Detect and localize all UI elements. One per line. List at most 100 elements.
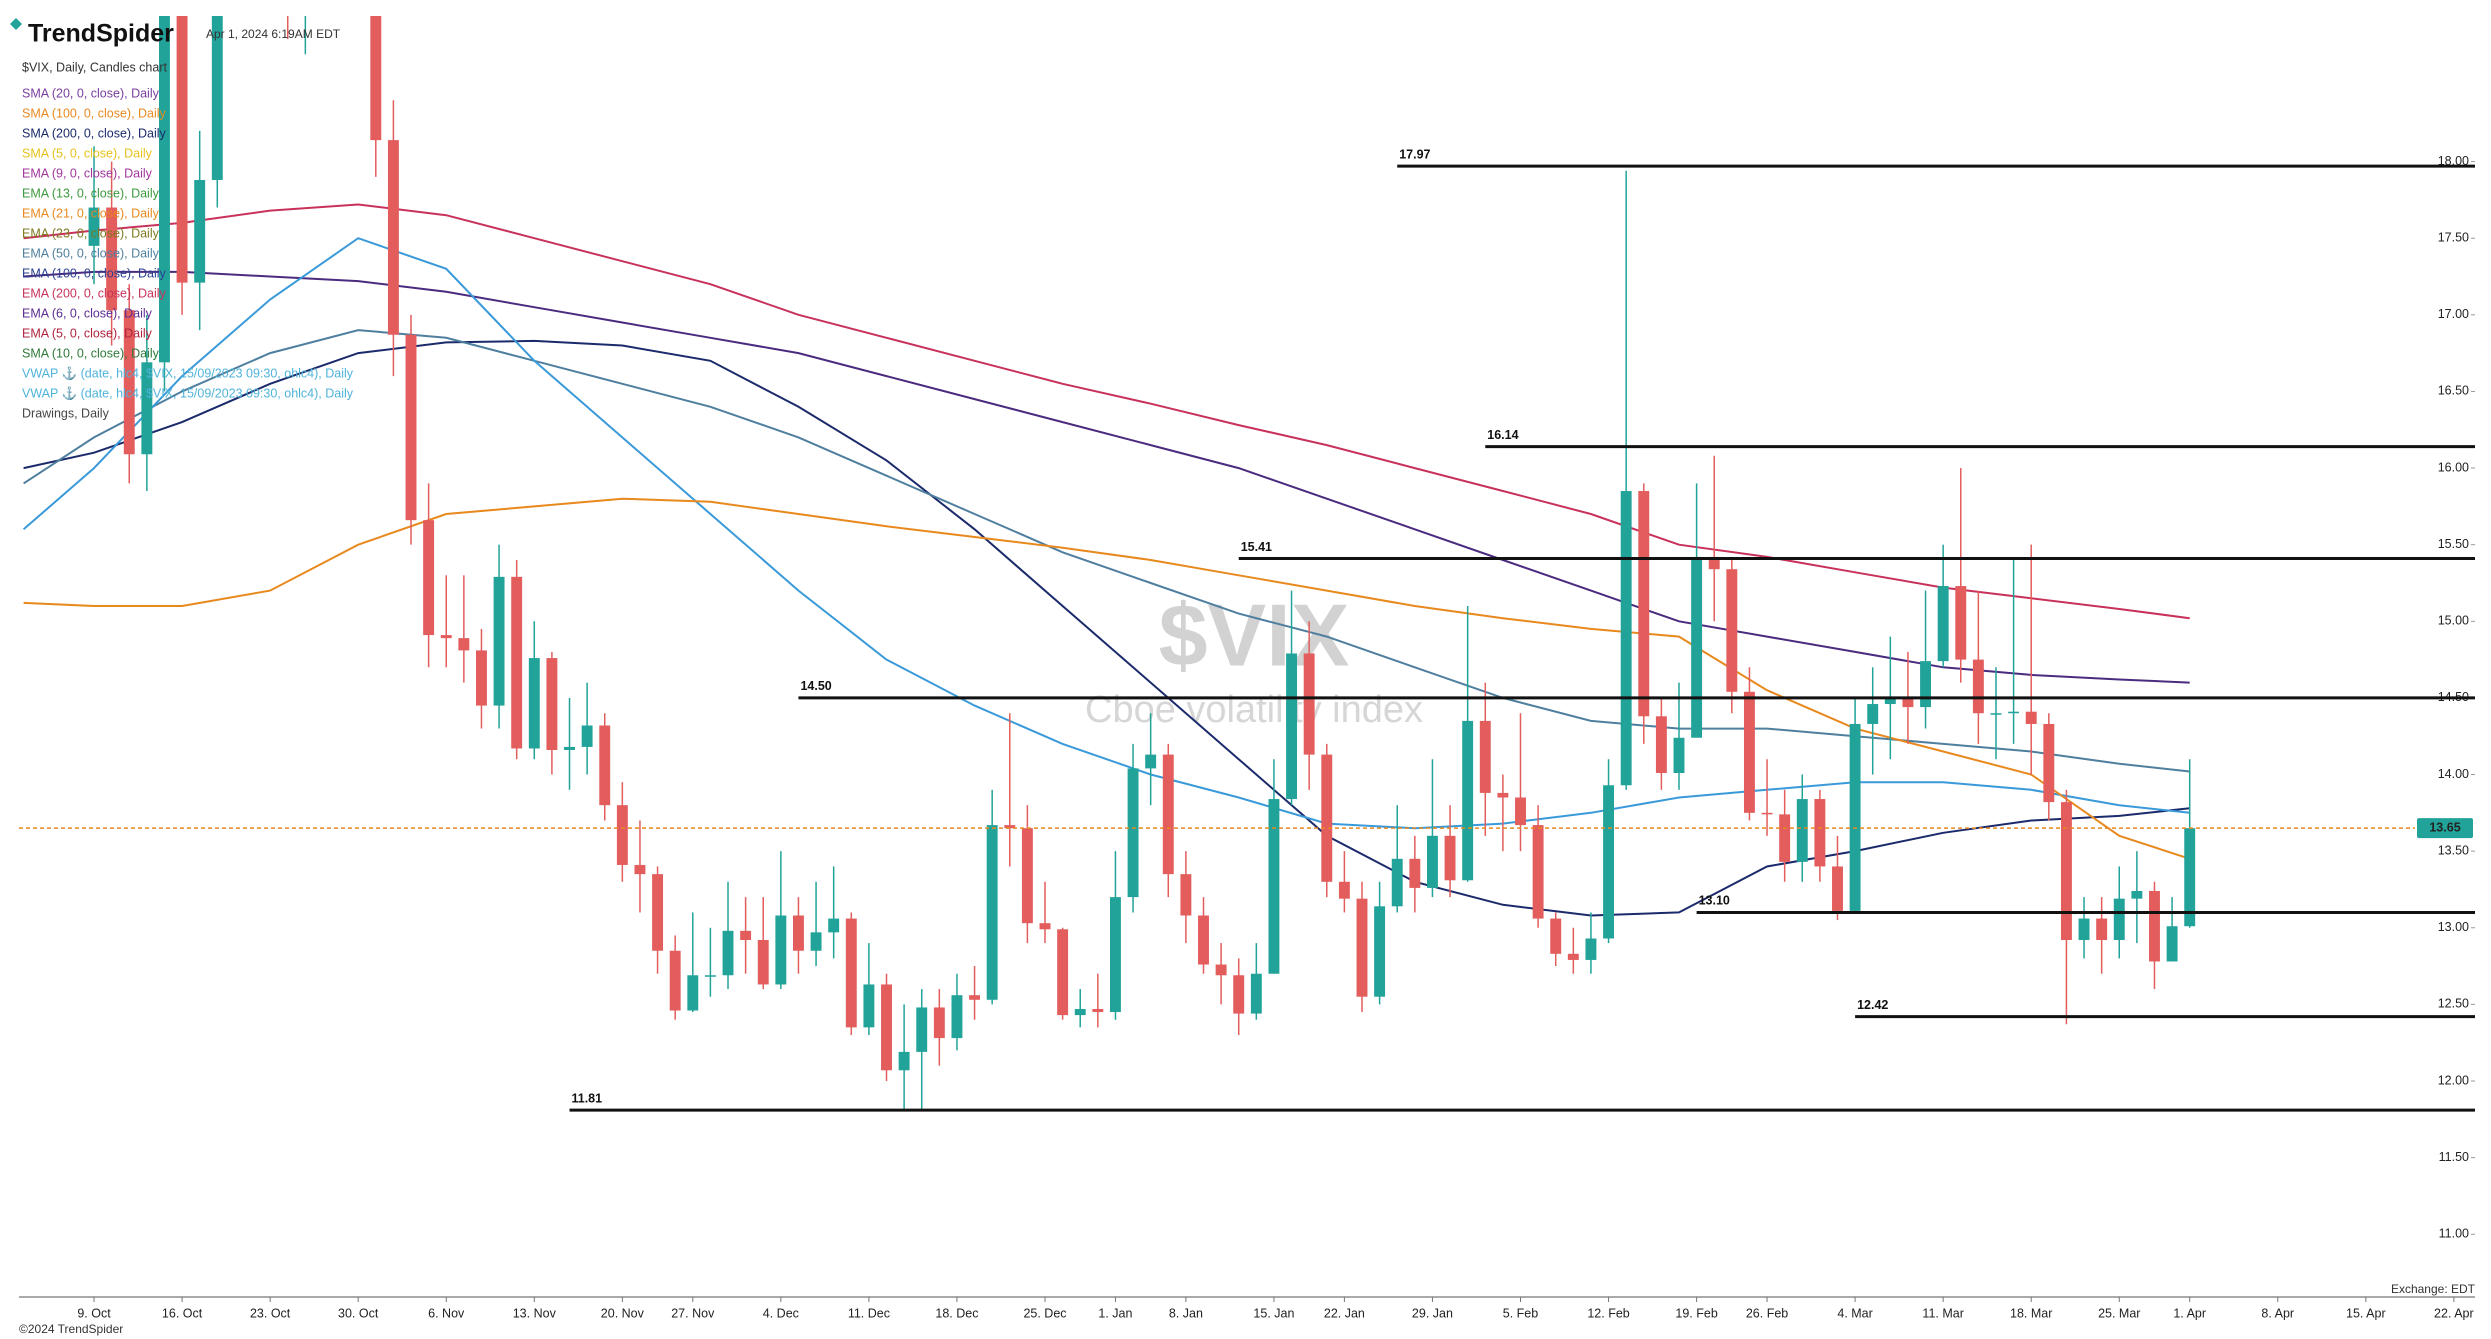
candle-body: [1162, 754, 1174, 875]
candle-body: [1356, 898, 1368, 997]
candle-body: [1391, 858, 1403, 907]
legend-entry: EMA (100, 0, close), Daily: [22, 266, 167, 280]
legend: SMA (20, 0, close), Daily SMA (100, 0, cl…: [22, 86, 354, 420]
candle-body: [423, 520, 435, 636]
y-tick-label: 16.00: [2438, 460, 2469, 474]
candle-body: [1603, 785, 1615, 939]
candle-body: [687, 975, 699, 1011]
candle-body: [1726, 569, 1738, 692]
candle-body: [141, 362, 153, 455]
moving-average-line: [23, 339, 2190, 917]
candle-body: [1902, 697, 1914, 708]
legend-entry: EMA (6, 0, close), Daily: [22, 306, 153, 320]
candle-body: [1743, 691, 1755, 813]
candle-body: [1462, 720, 1474, 881]
candle-body: [1673, 737, 1685, 773]
x-tick-label: 4. Dec: [763, 1306, 799, 1320]
candle-body: [969, 995, 981, 1000]
exchange-note: Exchange: EDT: [2391, 1282, 2476, 1296]
candle-body: [1708, 556, 1720, 570]
legend-entry: EMA (50, 0, close), Daily: [22, 246, 160, 260]
candle-body: [933, 1007, 945, 1039]
candle-body: [1972, 659, 1984, 714]
candle-body: [1039, 923, 1051, 930]
last-price-box: [2417, 818, 2473, 839]
candle-body: [1127, 768, 1139, 898]
legend-entry: EMA (13, 0, close), Daily: [22, 186, 160, 200]
candle-body: [740, 930, 752, 941]
candle-body: [1180, 874, 1192, 916]
legend-entry: SMA (200, 0, close), Daily: [22, 126, 167, 140]
level-label: 14.50: [800, 679, 831, 693]
candle-body: [1849, 723, 1861, 911]
legend-entry: VWAP ⚓ (date, hlc4, $VIX, 15/09/2023 09:…: [22, 365, 354, 380]
plot-area: [22, 16, 2196, 1111]
legend-entry: EMA (21, 0, close), Daily: [22, 206, 160, 220]
candle-body: [2113, 898, 2125, 941]
candle-body: [2166, 926, 2178, 962]
x-tick-label: 20. Nov: [601, 1306, 645, 1320]
candle-body: [1955, 586, 1967, 660]
candle-body: [475, 650, 487, 706]
candle-body: [106, 207, 118, 311]
x-tick-label: 27. Nov: [671, 1306, 715, 1320]
candle-body: [493, 576, 505, 706]
x-tick-label: 25. Mar: [2098, 1306, 2140, 1320]
x-tick-label: 4. Mar: [1837, 1306, 1872, 1320]
logo-text: TrendSpider: [28, 20, 174, 48]
x-tick-label: 18. Mar: [2010, 1306, 2052, 1320]
y-tick-label: 17.50: [2438, 230, 2469, 244]
candle-body: [1374, 906, 1386, 997]
moving-average-line: [23, 497, 2191, 860]
candle-body: [1479, 720, 1491, 793]
candle-body: [1867, 704, 1879, 724]
candle-body: [1215, 964, 1227, 976]
candle-body: [1250, 973, 1262, 1014]
candle-body: [387, 140, 399, 335]
candle-body: [176, 16, 188, 283]
legend-entry: SMA (10, 0, close), Daily: [22, 346, 160, 360]
candle-body: [986, 825, 998, 1000]
legend-entry: SMA (5, 0, close), Daily: [22, 146, 153, 160]
candle-body: [1057, 929, 1069, 1016]
candle-body: [1567, 953, 1579, 960]
candle-body: [599, 725, 611, 806]
candle-body: [1779, 814, 1791, 862]
x-tick-label: 30. Oct: [338, 1306, 379, 1320]
candle-body: [1655, 716, 1667, 773]
candle-body: [1620, 491, 1632, 786]
candle-body: [1145, 754, 1157, 769]
candle-body: [405, 334, 417, 521]
y-tick-label: 12.50: [2438, 997, 2469, 1011]
candle-body: [88, 207, 100, 246]
moving-average-line: [22, 237, 2190, 830]
y-tick-label: 17.00: [2438, 307, 2469, 321]
level-label: 12.42: [1857, 998, 1888, 1012]
logo-icon: [10, 18, 22, 30]
watermark-subtitle: Cboe volatility index: [1085, 689, 1423, 731]
candle-body: [1409, 858, 1421, 888]
y-tick-label: 11.50: [2439, 1150, 2469, 1164]
candle-body: [2060, 802, 2072, 941]
candle-body: [564, 746, 575, 751]
legend-entry: VWAP ⚓ (date, hlc4, $VIX, 15/09/2023 09:…: [22, 385, 354, 400]
candle-body: [2025, 711, 2037, 724]
candle-body: [1198, 915, 1209, 965]
candle-body: [775, 915, 787, 985]
candle-body: [1884, 697, 1896, 705]
candle-body: [1233, 975, 1245, 1014]
x-tick-label: 29. Jan: [1412, 1306, 1453, 1320]
candle-body: [1074, 1008, 1086, 1016]
candle-body: [2043, 723, 2055, 803]
legend-entry: SMA (100, 0, close), Daily: [22, 106, 167, 120]
candle-body: [1338, 881, 1350, 899]
y-tick-label: 13.50: [2438, 843, 2469, 857]
y-tick-label: 15.00: [2438, 614, 2469, 628]
candle-body: [1021, 828, 1033, 924]
y-tick-label: 15.50: [2438, 537, 2469, 551]
legend-entry: EMA (23, 0, close), Daily: [22, 226, 160, 240]
candle-body: [1761, 812, 1773, 815]
x-tick-label: 19. Feb: [1675, 1306, 1717, 1320]
